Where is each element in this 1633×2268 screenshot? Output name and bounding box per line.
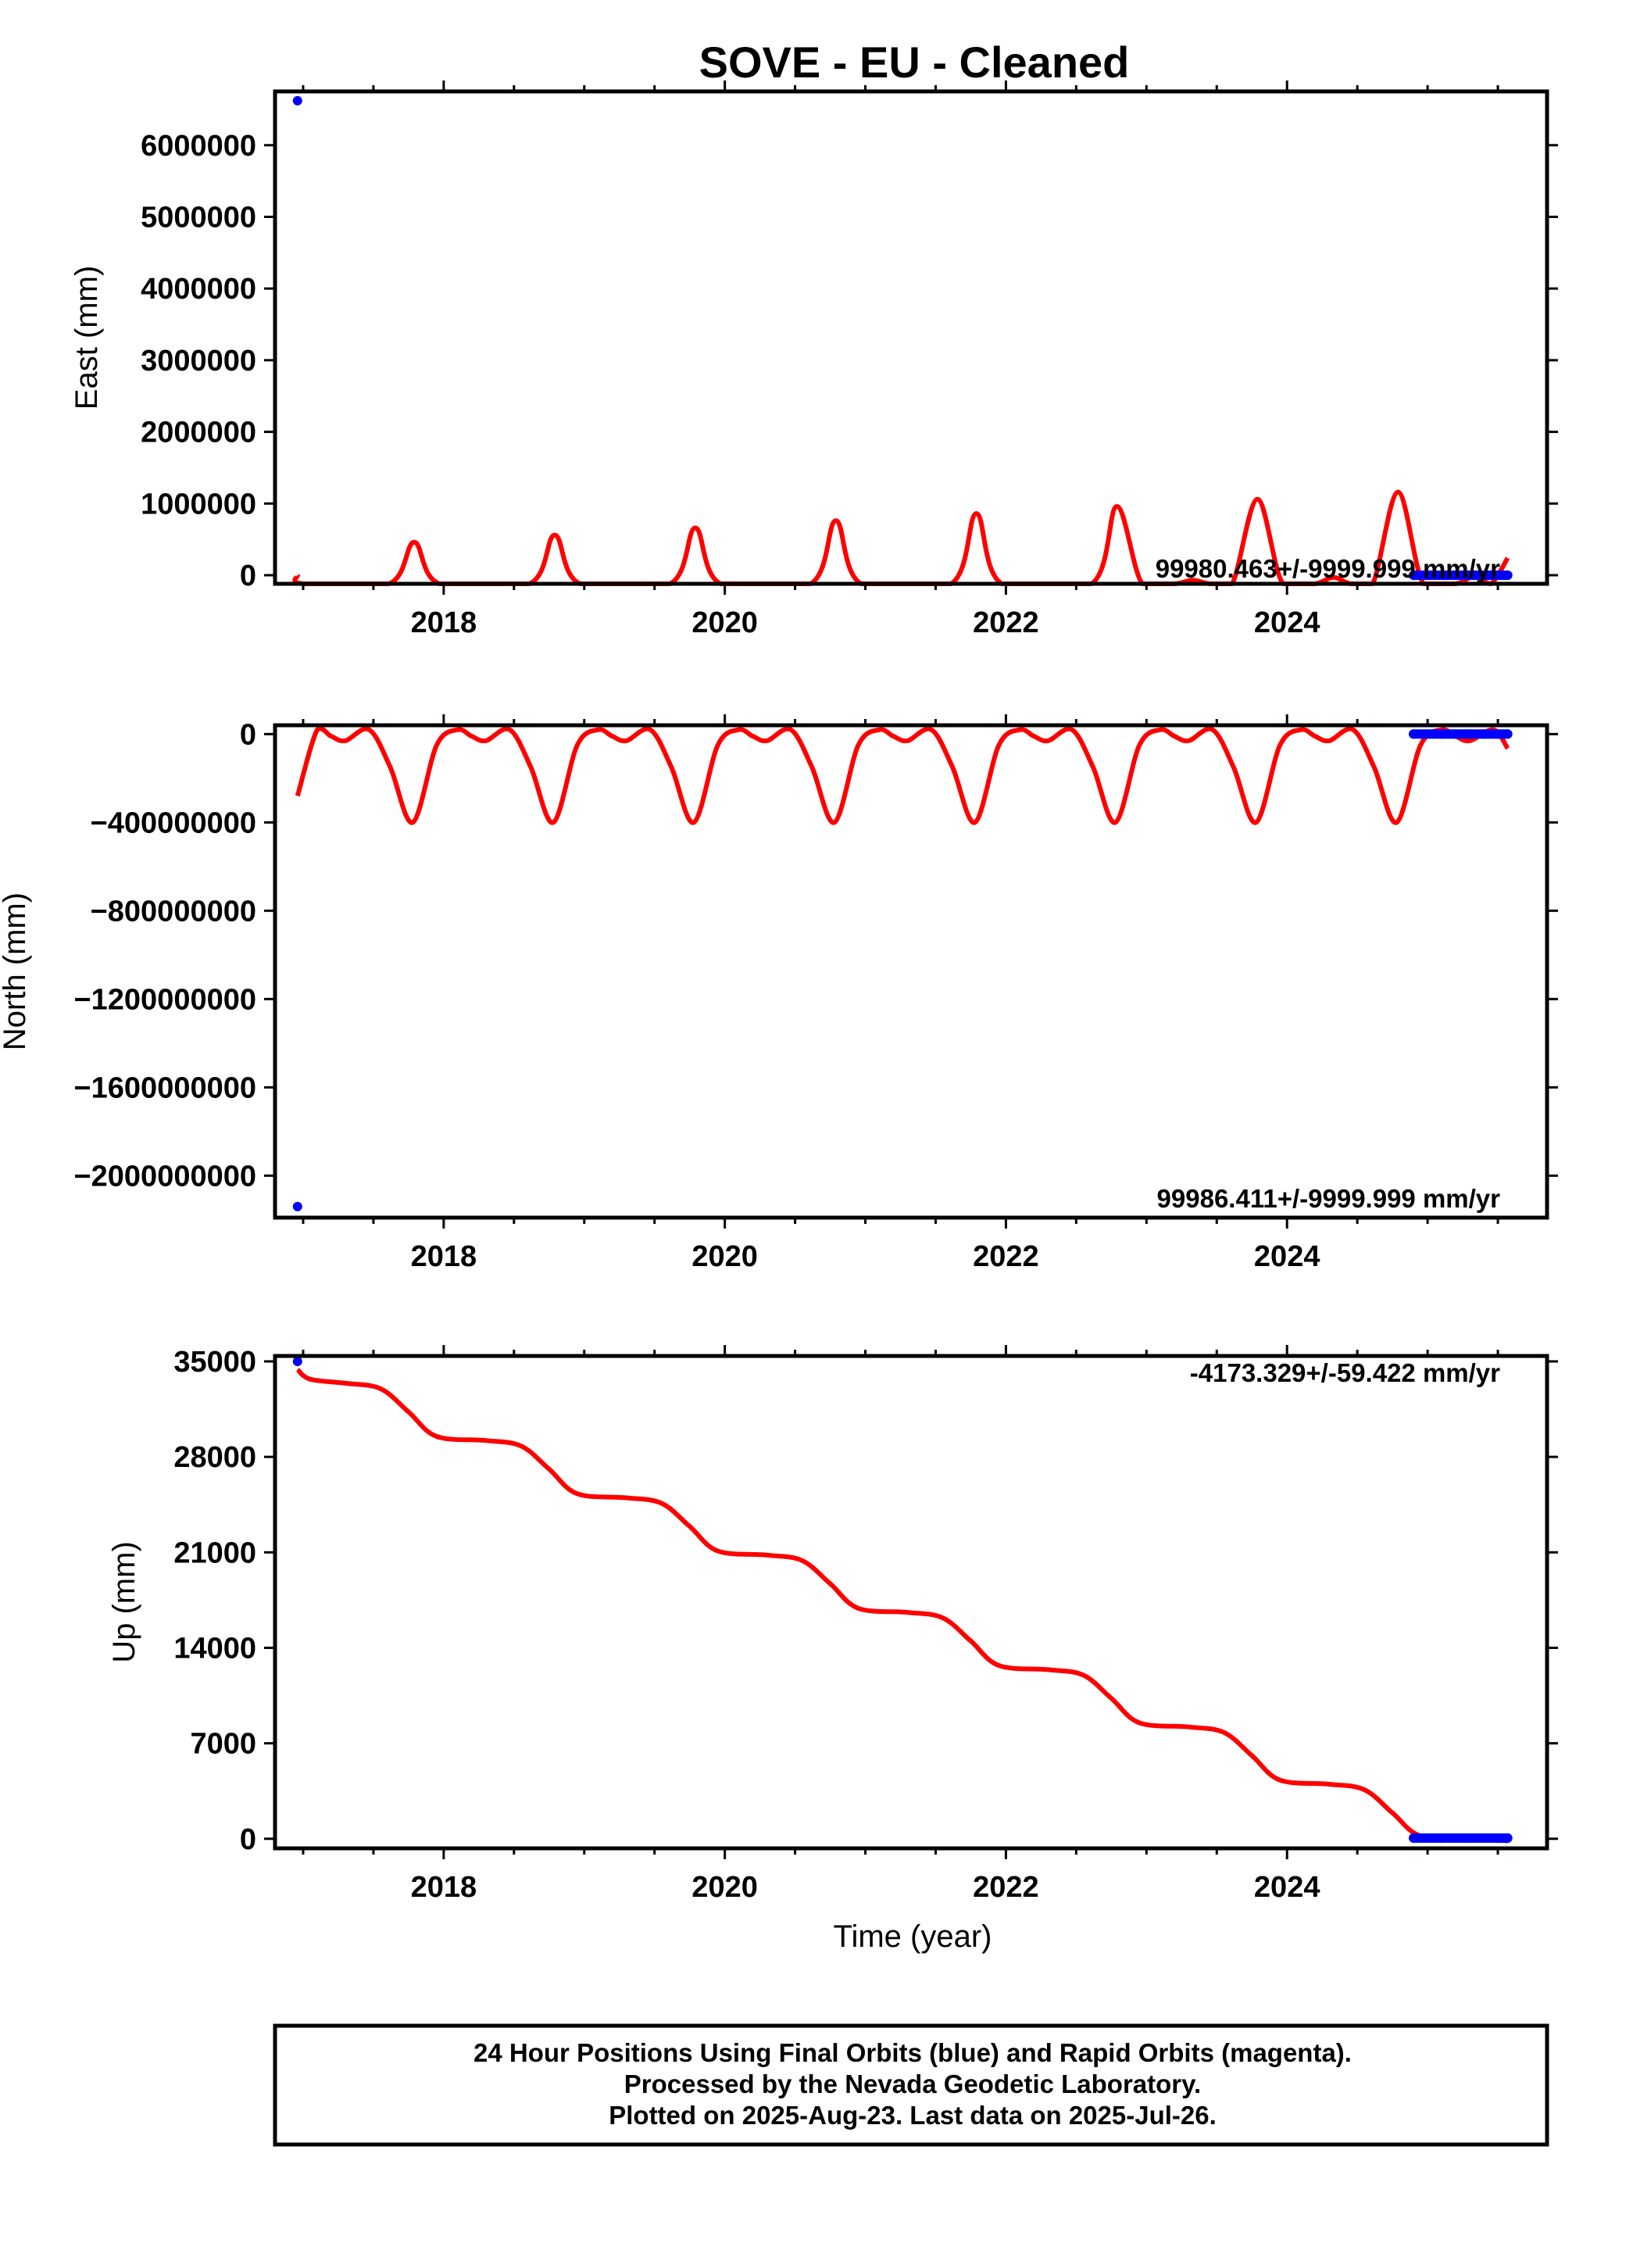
north-ytick-label: 0 [240, 718, 256, 751]
east-xtick-label: 2022 [973, 606, 1039, 639]
east-position-point [292, 95, 302, 106]
up-model-line [295, 1368, 1508, 1844]
north-position-point [1423, 729, 1433, 739]
north-position-point [1409, 729, 1419, 739]
up-position-point [1437, 1833, 1447, 1843]
north-position-point [1465, 729, 1475, 739]
up-ytick-label: 35000 [173, 1346, 256, 1379]
up-position-point [1423, 1833, 1433, 1843]
east-ytick-label: 3000000 [141, 345, 256, 377]
chart-title: SOVE - EU - Cleaned [699, 38, 1130, 87]
north-position-point [1451, 729, 1461, 739]
up-ytick-label: 14000 [173, 1632, 256, 1665]
east-ytick-label: 1000000 [141, 488, 256, 520]
north-ytick-label: −800000000 [91, 895, 256, 928]
up-xtick-label: 2022 [973, 1871, 1039, 1904]
footer-box: 24 Hour Positions Using Final Orbits (bl… [273, 2023, 1549, 2147]
east-xtick-label: 2018 [411, 606, 477, 639]
footer-frame [273, 2023, 1549, 2147]
east-ytick-label: 6000000 [141, 130, 256, 163]
north-xtick-label: 2018 [411, 1240, 477, 1273]
up-xtick-label: 2020 [691, 1871, 758, 1904]
up-position-point [1503, 1833, 1513, 1843]
east-position-point [1451, 570, 1461, 580]
up-marks [292, 1356, 1513, 1844]
east-ylabel: East (mm) [70, 266, 104, 410]
up-position-point [1465, 1833, 1475, 1843]
east-ytick-label: 0 [240, 560, 256, 592]
north-ylabel: North (mm) [0, 893, 32, 1050]
east-rate-label: 99980.463+/-9999.999 mm/yr [1156, 554, 1500, 583]
north-ytick-label: −2000000000 [73, 1160, 256, 1193]
up-position-point [1451, 1833, 1461, 1843]
footer-line-2: Processed by the Nevada Geodetic Laborat… [624, 2069, 1201, 2098]
north-position-point [1493, 729, 1503, 739]
east-xtick-label: 2024 [1254, 606, 1320, 639]
panel-east: 0 1000000 2000000 3000000 4000000 5000000 6000… [70, 80, 1558, 639]
east-position-point [1503, 570, 1513, 580]
up-ytick-label: 21000 [173, 1536, 256, 1569]
north-marks [292, 726, 1513, 1211]
north-ytick-label: −1600000000 [73, 1071, 256, 1104]
up-position-point [1409, 1833, 1419, 1843]
up-ylabel: Up (mm) [107, 1541, 141, 1663]
east-ytick-label: 5000000 [141, 201, 256, 234]
north-xtick-label: 2020 [691, 1240, 758, 1273]
up-position-point [292, 1356, 302, 1366]
up-ytick-label: 7000 [190, 1728, 256, 1761]
footer-line-1: 24 Hour Positions Using Final Orbits (bl… [473, 2038, 1352, 2067]
east-marks [292, 95, 1513, 586]
up-rate-label: -4173.329+/-59.422 mm/yr [1190, 1358, 1500, 1387]
panel-up: 0 7000 14000 21000 28000 35000 2018 2020 2022 202… [107, 1345, 1558, 1954]
east-xtick-label: 2020 [691, 606, 758, 639]
north-ticks: 0 −400000000 −800000000 −1200000000 −1600000… [73, 714, 1558, 1273]
east-position-point [1479, 570, 1489, 580]
east-ytick-label: 2000000 [141, 417, 256, 449]
north-ytick-label: −1200000000 [73, 983, 256, 1016]
up-frame [273, 1354, 1549, 1851]
up-ytick-label: 0 [240, 1823, 256, 1856]
up-ytick-label: 28000 [173, 1441, 256, 1474]
footer-line-3: Plotted on 2025-Aug-23. Last data on 202… [609, 2101, 1217, 2130]
east-position-point [1437, 570, 1447, 580]
x-axis-label: Time (year) [834, 1919, 992, 1954]
east-ytick-label: 4000000 [141, 273, 256, 306]
north-position-point [292, 1201, 302, 1211]
north-rate-label: 99986.411+/-9999.999 mm/yr [1157, 1184, 1501, 1213]
up-xtick-label: 2024 [1254, 1871, 1320, 1904]
north-position-point [1503, 729, 1513, 739]
east-frame [273, 89, 1549, 586]
north-position-point [1437, 729, 1447, 739]
east-ticks: 0 1000000 2000000 3000000 4000000 5000000 6000… [141, 80, 1558, 639]
east-position-point [1409, 570, 1419, 580]
north-xtick-label: 2024 [1254, 1240, 1320, 1273]
east-position-point [1423, 570, 1433, 580]
up-xtick-label: 2018 [411, 1871, 477, 1904]
north-frame [273, 723, 1549, 1220]
up-position-point [1479, 1833, 1489, 1843]
north-xtick-label: 2022 [973, 1240, 1039, 1273]
north-ytick-label: −400000000 [91, 807, 256, 839]
north-position-point [1479, 729, 1489, 739]
east-position-point [1465, 570, 1475, 580]
panel-north: 0 −400000000 −800000000 −1200000000 −1600000… [0, 714, 1558, 1273]
up-ticks: 0 7000 14000 21000 28000 35000 2018 2020 2022 202… [173, 1345, 1558, 1904]
north-model-line [295, 726, 1510, 825]
up-position-point [1493, 1833, 1503, 1843]
east-position-point [1493, 570, 1503, 580]
